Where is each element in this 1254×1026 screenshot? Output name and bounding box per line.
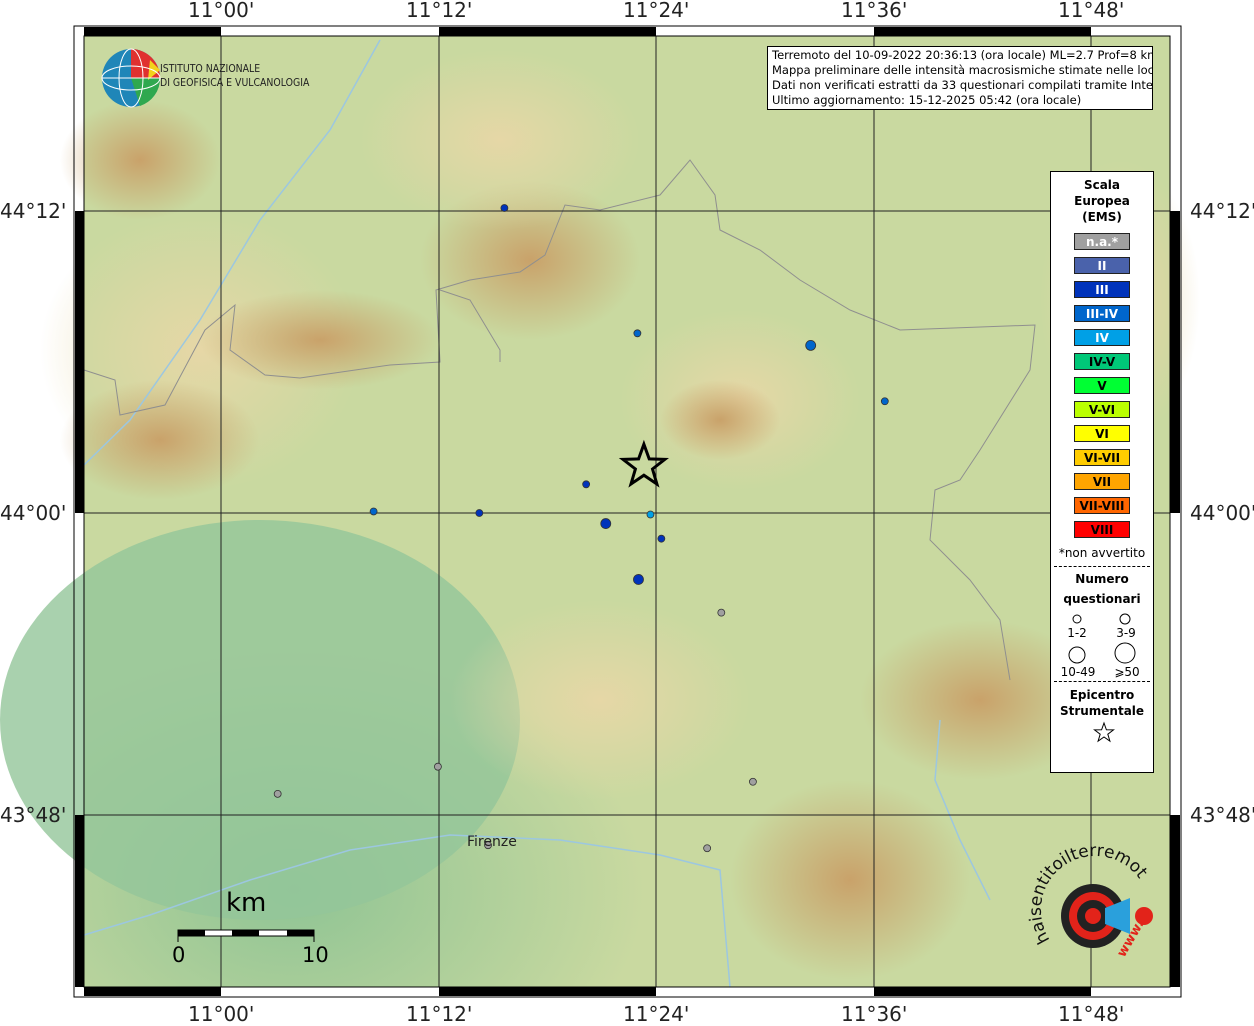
- count-label: 3-9: [1116, 626, 1136, 640]
- observation-point[interactable]: [703, 844, 712, 853]
- intensity-swatch: V-VI: [1074, 401, 1130, 418]
- observation-point[interactable]: [582, 480, 591, 489]
- observation-point[interactable]: [633, 574, 644, 585]
- observation-point[interactable]: [500, 204, 509, 212]
- observation-point[interactable]: [646, 510, 655, 519]
- lat-tick-right: 44°12': [1190, 199, 1254, 223]
- intensity-swatch: V: [1074, 377, 1130, 394]
- institute-line: ISTITUTO NAZIONALE: [160, 62, 261, 75]
- count-label: ⩾50: [1114, 665, 1139, 679]
- observation-point[interactable]: [805, 339, 817, 351]
- observation-point[interactable]: [657, 534, 666, 543]
- last-update: Ultimo aggiornamento: 15-12-2025 05:42 (…: [772, 93, 1082, 107]
- divider: [1054, 681, 1150, 682]
- lat-tick-right: 43°48': [1190, 803, 1254, 827]
- observation-point[interactable]: [633, 329, 642, 338]
- admin-borders: [83, 159, 1036, 681]
- lon-tick-bottom: 11°00': [188, 1002, 255, 1026]
- lon-tick-bottom: 11°24': [623, 1002, 690, 1026]
- intensity-swatch: III: [1074, 281, 1130, 298]
- lon-tick-top: 11°12': [406, 0, 473, 22]
- count-title: Numero questionari: [1051, 569, 1153, 609]
- rivers: [83, 39, 991, 988]
- intensity-swatch: VI-VII: [1074, 449, 1130, 466]
- intensity-swatch: n.a.*: [1074, 233, 1130, 250]
- lon-tick-bottom: 11°48': [1058, 1002, 1125, 1026]
- observation-point[interactable]: [600, 518, 612, 529]
- intensity-swatch: VIII: [1074, 521, 1130, 538]
- epicenter-title-line: Strumentale: [1059, 704, 1145, 718]
- epicenter-star[interactable]: [618, 439, 669, 488]
- scale-max: 10: [302, 943, 329, 967]
- event-info-box: Terremoto del 10-09-2022 20:36:13 (ora l…: [767, 46, 1153, 110]
- observation-point[interactable]: [434, 762, 442, 771]
- scale-unit: km: [226, 888, 267, 918]
- scale-bar: [177, 929, 315, 942]
- na-note: *non avvertito: [1058, 546, 1146, 560]
- lon-tick-bottom: 11°36': [841, 1002, 908, 1026]
- legend-title: Scala Europea (EMS): [1051, 177, 1153, 225]
- map-frame: [73, 25, 1182, 998]
- observation-point[interactable]: [749, 777, 757, 786]
- lon-tick-top: 11°36': [841, 0, 908, 22]
- lon-tick-top: 11°48': [1058, 0, 1125, 22]
- count-label: 10-49: [1061, 665, 1096, 679]
- map-description: Mappa preliminare delle intensità macros…: [772, 63, 1153, 77]
- observation-points: [273, 204, 889, 853]
- institute-line: DI GEOFISICA E VULCANOLOGIA: [160, 76, 310, 89]
- epicenter-title-line: Epicentro: [1069, 688, 1135, 702]
- intensity-swatch: II: [1074, 257, 1130, 274]
- observation-point[interactable]: [273, 789, 282, 798]
- intensity-swatch: IV: [1074, 329, 1130, 346]
- legend-title-line: (EMS): [1082, 210, 1122, 224]
- lon-tick-top: 11°24': [623, 0, 690, 22]
- data-note: Dati non verificati estratti da 33 quest…: [772, 78, 1153, 92]
- legend-title-line: Scala: [1083, 178, 1121, 192]
- intensity-swatch: VI: [1074, 425, 1130, 442]
- intensity-swatch: IV-V: [1074, 353, 1130, 370]
- count-symbol-3-9: [1119, 613, 1131, 625]
- star-icon: [1093, 721, 1115, 743]
- observation-point[interactable]: [484, 841, 492, 850]
- observation-point[interactable]: [369, 507, 378, 516]
- intensity-scale: n.a.* II III III-IV IV IV-V V V-VI VI VI-VII VII VI…: [1051, 233, 1153, 538]
- count-symbol-10-49: [1068, 646, 1086, 664]
- lat-tick-left: 43°48': [0, 803, 67, 827]
- event-line: Terremoto del 10-09-2022 20:36:13 (ora l…: [772, 48, 1153, 62]
- intensity-swatch: VII-VIII: [1074, 497, 1130, 514]
- count-label: 1-2: [1067, 626, 1087, 640]
- legend-title-line: Europea: [1074, 194, 1130, 208]
- observation-point[interactable]: [880, 397, 889, 406]
- place-label-firenze: Firenze: [467, 834, 517, 850]
- count-title-line: Numero: [1075, 572, 1129, 586]
- epicenter-title: Epicentro Strumentale: [1051, 687, 1153, 719]
- observation-point[interactable]: [717, 608, 726, 617]
- count-title-line: questionari: [1063, 592, 1141, 606]
- count-symbol-1-2: [1072, 614, 1082, 624]
- count-symbol-50: [1114, 642, 1136, 664]
- ingv-logo: [101, 48, 161, 108]
- divider: [1054, 566, 1150, 567]
- lon-tick-top: 11°00': [188, 0, 255, 22]
- intensity-swatch: III-IV: [1074, 305, 1130, 322]
- lat-tick-left: 44°12': [0, 199, 67, 223]
- intensity-swatch: VII: [1074, 473, 1130, 490]
- count-symbols: 1-2 3-9 10-49 ⩾50: [1061, 613, 1140, 679]
- institute-name: ISTITUTO NAZIONALE DI GEOFISICA E VULCAN…: [160, 62, 309, 90]
- observation-point[interactable]: [475, 509, 484, 517]
- scale-min: 0: [172, 943, 186, 967]
- lat-tick-right: 44°00': [1190, 501, 1254, 525]
- legend: Scala Europea (EMS) n.a.* II III III-IV IV IV…: [1050, 171, 1154, 773]
- lat-tick-left: 44°00': [0, 501, 67, 525]
- epicenter-star-icon[interactable]: [618, 439, 669, 488]
- lon-tick-bottom: 11°12': [406, 1002, 473, 1026]
